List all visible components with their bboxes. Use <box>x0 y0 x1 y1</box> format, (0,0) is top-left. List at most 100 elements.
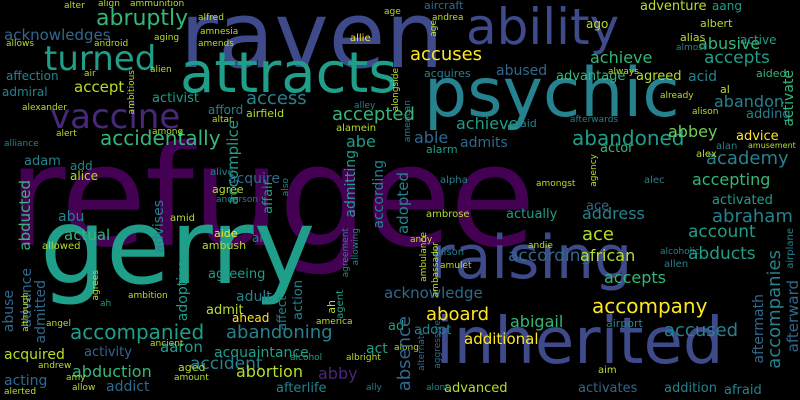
word-alfred: alfred <box>198 13 224 23</box>
word-alien: alien <box>150 65 172 75</box>
word-albert: albert <box>700 17 733 30</box>
word-accepts2: accepts <box>604 268 667 287</box>
word-abe: abe <box>346 132 376 151</box>
word-adding: adding <box>746 107 791 122</box>
word-ambrose: ambrose <box>426 209 470 220</box>
word-afterwards: afterwards <box>570 115 619 125</box>
word-account: account <box>688 222 756 242</box>
word-alexander: alexander <box>22 103 67 113</box>
word-already: already <box>660 91 694 101</box>
word-agrees: agrees <box>91 270 101 301</box>
word-allow: allow <box>72 383 96 393</box>
word-adopted: adopted <box>394 172 412 235</box>
word-add: add <box>70 159 93 173</box>
word-abu: abu <box>58 209 85 225</box>
word-adventure: adventure <box>640 0 707 14</box>
word-accused: accused <box>664 320 739 341</box>
word-alarm: alarm <box>426 143 458 156</box>
word-aggressive: aggressive <box>433 320 443 369</box>
word-acid: acid <box>688 69 718 85</box>
word-acknowledges: acknowledges <box>4 26 111 44</box>
word-alliance: alliance <box>4 139 39 149</box>
word-alert: alert <box>56 129 77 139</box>
word-aged: aged <box>178 361 206 374</box>
word-advanced: advanced <box>444 381 508 396</box>
word-activate: activate <box>781 70 797 127</box>
word-agency: agency <box>589 154 599 187</box>
word-always: always <box>608 67 639 77</box>
word-allowed: allowed <box>42 241 81 252</box>
word-alec: alec <box>644 175 665 186</box>
word-acquires: acquires <box>424 67 471 80</box>
word-african: african <box>580 246 636 265</box>
word-albright: albright <box>346 353 381 363</box>
word-alpha: alpha <box>440 175 468 186</box>
word-agreeing: agreeing <box>208 267 266 282</box>
word-amongst: amongst <box>536 179 576 189</box>
word-abbey: abbey <box>668 122 718 141</box>
word-abruptly: abruptly <box>96 6 189 31</box>
word-allison: allison <box>432 247 465 258</box>
word-admitted: admitted <box>33 280 49 344</box>
word-acknowledge: acknowledge <box>384 284 483 302</box>
word-alone: alone <box>426 383 451 393</box>
word-allows: allows <box>6 39 35 49</box>
word-allowing: allowing <box>351 228 361 266</box>
word-allie: allie <box>350 33 371 44</box>
word-gerry: gerry <box>40 186 316 308</box>
word-inherited: inherited <box>436 305 724 379</box>
word-angel: angel <box>46 319 71 329</box>
word-accepts: accepts <box>704 48 770 68</box>
word-abuse: abuse <box>1 290 17 333</box>
word-adoptive: adoptive <box>175 260 191 322</box>
word-acting: acting <box>4 373 48 389</box>
word-accept: accept <box>74 78 125 96</box>
word-aircraft: aircraft <box>424 0 464 12</box>
word-activates: activates <box>578 381 638 396</box>
word-affection: affection <box>6 69 59 83</box>
word-admitting: admitting <box>343 150 359 218</box>
word-alternate: alternate <box>417 330 427 371</box>
word-aid: aid <box>520 117 537 130</box>
word-ammunition: ammunition <box>130 0 185 9</box>
word-airplane: airplane <box>785 228 796 269</box>
word-amid: amid <box>170 213 195 224</box>
word-abduction: abduction <box>72 362 152 381</box>
word-anderson: anderson <box>216 195 259 205</box>
word-ability: ability <box>466 0 620 56</box>
word-activated: activated <box>712 193 773 208</box>
word-abandoned: abandoned <box>572 126 685 150</box>
word-also: also <box>281 178 291 197</box>
word-actual: actual <box>64 226 111 244</box>
word-abusive: abusive <box>698 34 761 53</box>
word-andrea: andrea <box>432 13 464 23</box>
word-accuses: accuses <box>410 44 483 65</box>
word-american: american <box>403 100 413 143</box>
word-alerted: alerted <box>4 387 37 397</box>
word-airport: airport <box>606 317 643 330</box>
word-america: america <box>316 317 353 327</box>
word-amends: amends <box>198 39 234 49</box>
word-alan: alan <box>716 141 738 152</box>
word-raven: raven <box>180 0 444 89</box>
word-admits: admits <box>460 135 508 151</box>
word-alias: alias <box>680 31 706 44</box>
word-abused: abused <box>496 63 548 79</box>
word-ambush: ambush <box>202 239 247 252</box>
word-ali: al <box>720 83 730 96</box>
word-agreement: agreement <box>341 228 351 278</box>
word-abortion: abortion <box>236 362 303 381</box>
word-raising: raising <box>430 223 633 293</box>
word-ambassador: ambassador <box>431 242 441 298</box>
word-turned: turned <box>44 39 157 79</box>
word-abigail: abigail <box>510 312 564 331</box>
word-aging: aging <box>154 33 180 43</box>
word-refugee: refugee <box>8 116 536 279</box>
word-ambulance: ambulance <box>419 232 429 282</box>
word-affect: affect <box>275 296 289 331</box>
word-admiral: admiral <box>2 85 48 99</box>
word-alley: alley <box>354 101 376 111</box>
word-alice: alice <box>70 169 99 183</box>
word-aboard: aboard <box>426 304 490 325</box>
word-ago: ago <box>586 17 609 31</box>
